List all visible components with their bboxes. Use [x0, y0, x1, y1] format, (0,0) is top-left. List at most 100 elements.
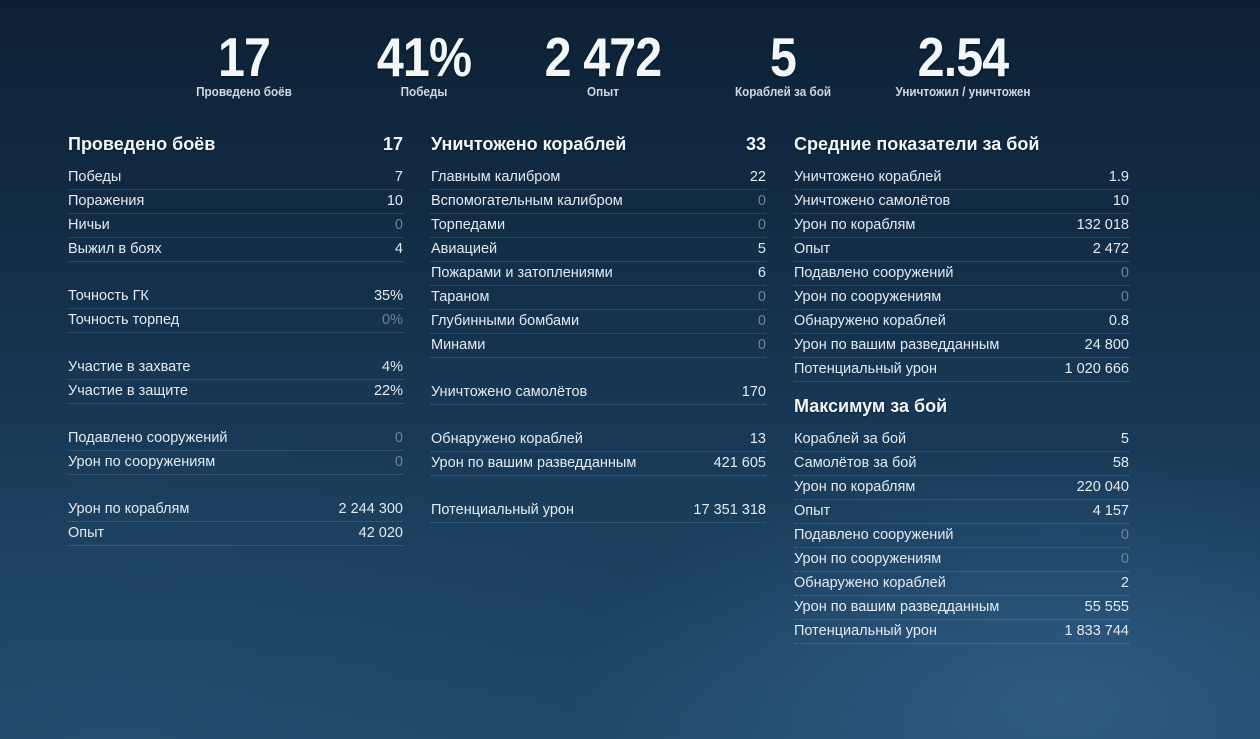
stat-row: Главным калибром 22 [431, 167, 766, 190]
stat-value: 17 351 318 [693, 502, 766, 518]
stat-row: Поражения 10 [68, 191, 403, 214]
stat-value: 0 [757, 193, 766, 209]
stat-row: Урон по вашим разведданным 55 555 [794, 597, 1129, 620]
stat-label: Опыт [794, 503, 831, 519]
stat-row: Глубинными бомбами 0 [431, 311, 766, 334]
stat-row: Кораблей за бой 5 [794, 429, 1129, 452]
stat-label: Пожарами и затоплениями [431, 265, 613, 281]
stat-value: 0 [757, 313, 766, 329]
stat-row: Потенциальный урон 1 020 666 [794, 359, 1129, 382]
stat-label: Урон по сооружениям [68, 454, 216, 470]
stat-label: Победы [68, 169, 122, 185]
stat-label: Обнаружено кораблей [794, 313, 946, 329]
group-spacer [68, 476, 403, 499]
group-spacer [431, 477, 766, 500]
stat-row: Опыт 2 472 [794, 239, 1129, 262]
stat-value: 5 [757, 241, 766, 257]
stat-label: Опыт [794, 241, 831, 257]
stat-value: 22% [373, 383, 403, 399]
stat-row: Подавлено сооружений 0 [794, 263, 1129, 286]
stat-label: Участие в захвате [68, 359, 191, 375]
ships-destroyed-column: Уничтожено кораблей 33 Главным калибром 2… [431, 134, 766, 524]
summary-value: 2.54 [917, 26, 1010, 88]
stat-row: Участие в защите 22% [68, 381, 403, 404]
stat-value: 2 244 300 [338, 501, 403, 517]
stat-value: 22 [749, 169, 766, 185]
stat-row: Урон по кораблям 132 018 [794, 215, 1129, 238]
stat-value: 0 [1120, 289, 1129, 305]
summary-bar: 17 Проведено боёв 41% Победы 2 472 Опыт … [0, 28, 1260, 108]
stat-label: Подавлено сооружений [68, 430, 228, 446]
stat-row: Уничтожено кораблей 1.9 [794, 167, 1129, 190]
stat-label: Урон по кораблям [794, 479, 916, 495]
stat-value: 0 [757, 217, 766, 233]
stat-label: Тараном [431, 289, 490, 305]
stat-value: 13 [749, 431, 766, 447]
stat-row: Обнаружено кораблей 2 [794, 573, 1129, 596]
stat-value: 6 [757, 265, 766, 281]
column-total: 33 [745, 134, 766, 154]
stat-row: Точность торпед 0% [68, 310, 403, 333]
stat-label: Участие в защите [68, 383, 188, 399]
stat-label: Урон по сооружениям [794, 551, 942, 567]
stat-label: Потенциальный урон [794, 623, 937, 639]
stat-value: 132 018 [1076, 217, 1129, 233]
stat-row: Потенциальный урон 1 833 744 [794, 621, 1129, 644]
group-spacer [68, 405, 403, 428]
stat-row: Урон по кораблям 220 040 [794, 477, 1129, 500]
stat-value: 0 [394, 430, 403, 446]
stat-row: Уничтожено самолётов 10 [794, 191, 1129, 214]
stat-label: Урон по кораблям [794, 217, 916, 233]
group-spacer [68, 263, 403, 286]
stat-label: Минами [431, 337, 486, 353]
stat-row: Самолётов за бой 58 [794, 453, 1129, 476]
stat-row: Вспомогательным калибром 0 [431, 191, 766, 214]
stat-row: Урон по кораблям 2 244 300 [68, 499, 403, 522]
stat-row: Минами 0 [431, 335, 766, 358]
stat-value: 0.8 [1108, 313, 1129, 329]
summary-label: Опыт [587, 84, 619, 99]
stat-row: Точность ГК 35% [68, 286, 403, 309]
stat-label: Подавлено сооружений [794, 265, 954, 281]
stat-label: Точность ГК [68, 288, 149, 304]
stat-value: 1 020 666 [1064, 361, 1129, 377]
summary-kd-ratio: 2.54 Уничтожил / уничтожен [873, 28, 1053, 99]
summary-value: 41% [376, 26, 472, 88]
stat-label: Обнаружено кораблей [794, 575, 946, 591]
stat-row: Обнаружено кораблей 0.8 [794, 311, 1129, 334]
column-title: Проведено боёв [68, 134, 216, 154]
stat-value: 7 [394, 169, 403, 185]
stat-row: Победы 7 [68, 167, 403, 190]
stat-row: Урон по вашим разведданным 24 800 [794, 335, 1129, 358]
summary-label: Уничтожил / уничтожен [895, 84, 1031, 99]
stat-value: 0 [394, 454, 403, 470]
stat-value: 55 555 [1084, 599, 1129, 615]
stat-label: Кораблей за бой [794, 431, 907, 447]
stat-label: Урон по сооружениям [794, 289, 942, 305]
stat-value: 2 [1120, 575, 1129, 591]
stat-row: Опыт 42 020 [68, 523, 403, 546]
stat-row: Подавлено сооружений 0 [794, 525, 1129, 548]
stat-row: Урон по сооружениям 0 [68, 452, 403, 475]
stat-value: 35% [373, 288, 403, 304]
stat-value: 10 [1112, 193, 1129, 209]
stat-value: 58 [1112, 455, 1129, 471]
summary-value: 2 472 [544, 26, 663, 88]
max-per-battle-header: Максимум за бой [794, 396, 948, 416]
stat-label: Опыт [68, 525, 105, 541]
summary-label: Кораблей за бой [734, 84, 832, 99]
stat-row: Подавлено сооружений 0 [68, 428, 403, 451]
group-spacer [68, 334, 403, 357]
stat-label: Авиацией [431, 241, 498, 257]
stat-label: Урон по вашим разведданным [431, 455, 637, 471]
ships-destroyed-rows: Главным калибром 22 Вспомогательным калибр… [431, 167, 766, 523]
stat-value: 42 020 [358, 525, 403, 541]
averages-rows: Уничтожено кораблей 1.9 Уничтожено самолёт… [794, 167, 1129, 382]
stat-label: Точность торпед [68, 312, 180, 328]
stat-row: Авиацией 5 [431, 239, 766, 262]
stat-label: Главным калибром [431, 169, 561, 185]
stat-label: Подавлено сооружений [794, 527, 954, 543]
ships-destroyed-header: Уничтожено кораблей 33 [431, 134, 766, 160]
stat-label: Торпедами [431, 217, 506, 233]
summary-wins: 41% Победы [334, 28, 514, 99]
